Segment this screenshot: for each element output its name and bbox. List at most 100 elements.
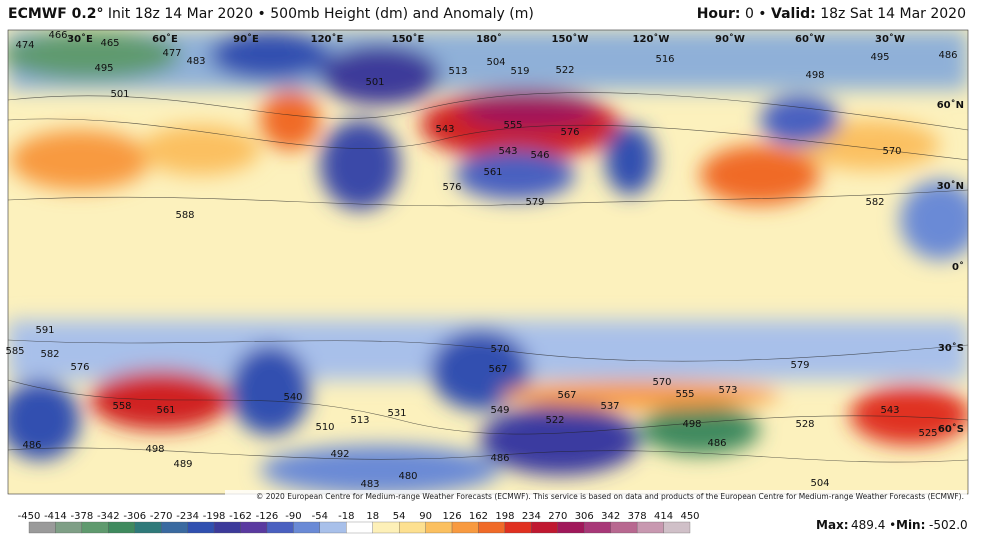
lon-label: 120˚W [633, 33, 670, 45]
colorbar-segment [399, 521, 426, 534]
colorbar-segment [346, 521, 373, 534]
colorbar-tick-label: -198 [203, 511, 226, 522]
contour-label: 555 [675, 389, 694, 400]
hour-label: Hour: [696, 6, 741, 22]
colorbar-segment [55, 521, 83, 534]
credit-bg [225, 490, 967, 501]
lon-label: 150˚W [552, 33, 589, 45]
contour-label: 561 [483, 167, 502, 178]
colorbar-tick-label: -450 [18, 511, 41, 522]
colorbar-segment [293, 521, 320, 534]
colorbar-segment [319, 521, 347, 534]
colorbar-tick-label: 450 [680, 511, 699, 522]
contour-label: 466 [48, 30, 67, 41]
contour-label: 570 [490, 344, 509, 355]
contour-label: 558 [112, 401, 131, 412]
colorbar-tick-label: 162 [469, 511, 488, 522]
lat-label: 0˚ [952, 261, 964, 273]
contour-label: 588 [175, 210, 194, 221]
contour-label: 516 [655, 54, 674, 65]
colorbar-tick-label: -414 [44, 511, 67, 522]
header-left: ECMWF 0.2° Init 18z 14 Mar 2020 • 500mb … [8, 6, 534, 22]
lon-label: 120˚E [311, 33, 344, 45]
contour-label: 540 [283, 392, 302, 403]
colorbar-tick-label: 378 [628, 511, 647, 522]
colorbar-segment [478, 521, 506, 534]
colorbar-segment [557, 521, 585, 534]
colorbar-tick-label: -342 [97, 511, 120, 522]
colorbar-segment [134, 521, 162, 534]
colorbar-tick-label: -126 [256, 511, 279, 522]
colorbar-tick-label: -162 [229, 511, 252, 522]
colorbar-tick-label: 342 [601, 511, 620, 522]
contour-label: 492 [330, 449, 349, 460]
contour-label: 570 [882, 146, 901, 157]
colorbar-segment [372, 521, 400, 534]
colorbar-segment [108, 521, 135, 534]
contour-label: 576 [560, 127, 579, 138]
contour-label: 531 [387, 408, 406, 419]
colorbar-segment [451, 521, 479, 534]
contour-label: 576 [70, 362, 89, 373]
contour-label: 555 [503, 120, 522, 131]
colorbar-tick-label: -306 [123, 511, 146, 522]
colorbar-tick-label: 414 [654, 511, 673, 522]
stat-max-label: Max: [816, 518, 849, 532]
colorbar-tick-label: -378 [71, 511, 94, 522]
colorbar-segment [425, 521, 453, 534]
contour-label: 510 [315, 422, 334, 433]
contour-label: 543 [498, 146, 517, 157]
contour-label: 477 [162, 48, 181, 59]
lat-label: 60˚N [937, 99, 964, 111]
lon-label: 150˚E [392, 33, 425, 45]
colorbar-tick-label: 234 [522, 511, 541, 522]
field [8, 30, 968, 494]
valid-label: Valid: [771, 6, 816, 22]
contour-label: 522 [545, 415, 564, 426]
colorbar-segment [636, 521, 664, 534]
contour-label: 519 [510, 66, 529, 77]
stat-max: 489.4 • [851, 518, 896, 532]
contour-label: 579 [525, 197, 544, 208]
contour-label: 504 [810, 478, 829, 489]
lat-label: 30˚N [937, 180, 964, 192]
header-right: Hour: 0 • Valid: 18z Sat 14 Mar 2020 [697, 6, 966, 22]
contour-label: 483 [360, 479, 379, 490]
contour-label: 582 [865, 197, 884, 208]
lon-label: 60˚E [152, 33, 178, 45]
colorbar-segment [663, 521, 691, 534]
contour-label: 498 [805, 70, 824, 81]
contour-label: 498 [682, 419, 701, 430]
colorbar-tick-label: 198 [495, 511, 514, 522]
lat-label: 30˚S [938, 342, 964, 354]
stat-min-label: Min: [896, 518, 925, 532]
valid: 18z Sat 14 Mar 2020 [820, 6, 966, 22]
colorbar-tick-label: 54 [393, 511, 406, 522]
contour-label: 486 [938, 50, 957, 61]
colorbar-tick-label: 18 [366, 511, 379, 522]
contour-label: 501 [365, 77, 384, 88]
contour-label: 513 [448, 66, 467, 77]
colorbar-segment [266, 521, 294, 534]
lon-label: 180˚ [476, 33, 502, 45]
contour-label: 483 [186, 56, 205, 67]
contour-label: 474 [15, 40, 34, 51]
contour-label: 465 [100, 38, 119, 49]
contour-label: 573 [718, 385, 737, 396]
colorbar-segment [28, 521, 56, 534]
contour-label: 498 [145, 444, 164, 455]
contour-label: 495 [870, 52, 889, 63]
colorbar-tick-label: -270 [150, 511, 173, 522]
contour-label: 585 [5, 346, 24, 357]
colorbar-tick-label: -90 [285, 511, 301, 522]
contour-label: 537 [600, 401, 619, 412]
contour-label: 567 [557, 390, 576, 401]
contour-label: 543 [880, 405, 899, 416]
contour-label: 489 [173, 459, 192, 470]
contour-label: 486 [22, 440, 41, 451]
lat-label: 60˚S [938, 423, 964, 435]
lon-label: 90˚E [233, 33, 259, 45]
contour-label: 543 [435, 124, 454, 135]
contour-label: 486 [490, 453, 509, 464]
